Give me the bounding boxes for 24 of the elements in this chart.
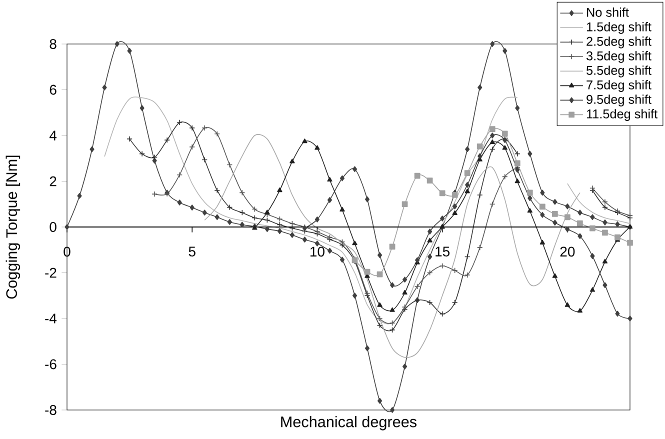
x-tick-label: 0 xyxy=(64,246,70,257)
legend-label: 2.5deg shift xyxy=(586,36,652,48)
y-tick-label: 4 xyxy=(49,130,57,140)
y-tick-label: -6 xyxy=(45,359,56,370)
y-tick-label: 8 xyxy=(50,39,56,49)
y-tick-label: 2 xyxy=(50,176,56,186)
x-tick-label: 5 xyxy=(188,246,196,256)
legend-label: 7.5deg shift xyxy=(586,80,652,92)
x-tick-label: 20 xyxy=(560,246,575,257)
legend-label: 11.5deg shift xyxy=(586,109,658,121)
y-tick-label: -4 xyxy=(45,314,57,324)
x-axis-title: Mechanical degrees xyxy=(281,416,417,430)
legend-label: No shift xyxy=(587,8,629,17)
y-axis-title: Cogging Torque [Nm] xyxy=(6,156,20,299)
y-tick-label: -2 xyxy=(45,268,56,278)
y-tick-label: -8 xyxy=(45,405,56,415)
legend-label: 3.5deg shift xyxy=(586,51,652,63)
y-tick-label: 6 xyxy=(50,84,56,95)
y-tick-label: 0 xyxy=(50,222,56,232)
legend-label: 9.5deg shift xyxy=(586,94,652,106)
x-tick-label: 15 xyxy=(436,246,450,256)
legend-label: 1.5deg shift xyxy=(586,22,652,34)
legend-label: 5.5deg shift xyxy=(586,66,652,78)
x-tick-label: 10 xyxy=(310,246,324,257)
